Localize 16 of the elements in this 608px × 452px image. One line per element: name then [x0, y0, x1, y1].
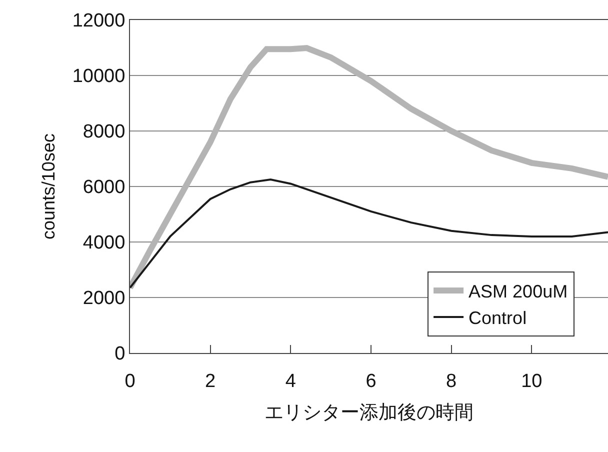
y-tick-label: 6000: [82, 177, 126, 198]
x-axis-title: エリシター添加後の時間: [264, 402, 474, 424]
legend-label: ASM 200uM: [468, 282, 568, 302]
y-tick-label: 0: [114, 344, 126, 365]
y-axis-title: counts/10sec: [38, 133, 59, 240]
x-tick-label: 10: [521, 370, 542, 392]
x-tick-label: 6: [366, 370, 376, 392]
y-tick-label: 8000: [82, 122, 126, 143]
x-tick-label: 8: [446, 370, 457, 392]
y-tick-label: 12000: [72, 10, 126, 32]
legend-label: Control: [468, 308, 527, 328]
x-tick-label: 2: [205, 370, 216, 392]
y-tick-label: 10000: [72, 66, 126, 88]
y-tick-label: 4000: [82, 232, 126, 254]
y-tick-label: 2000: [82, 288, 126, 310]
x-tick-label: 4: [285, 370, 296, 392]
